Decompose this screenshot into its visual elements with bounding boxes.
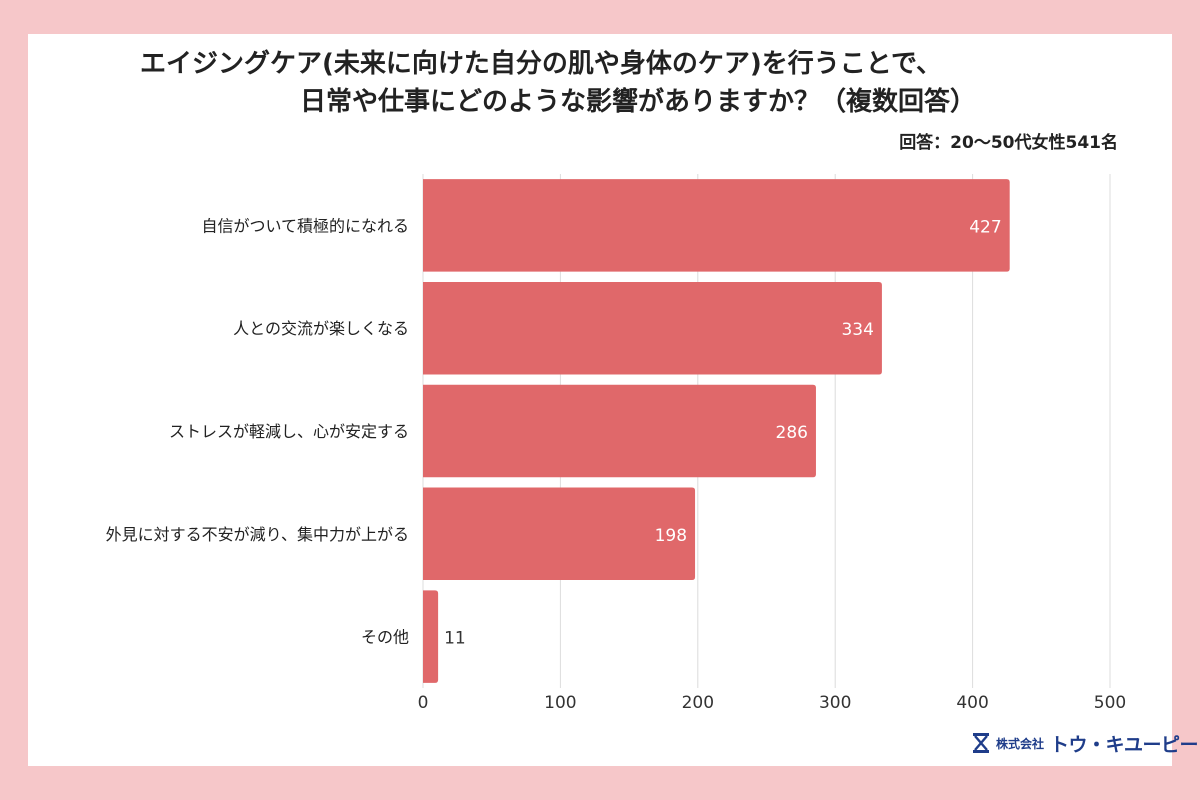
bar-value-label: 334 <box>841 320 873 340</box>
bar <box>423 179 1010 272</box>
logo-mark-icon <box>973 733 989 753</box>
category-label: 外見に対する不安が減り、集中力が上がる <box>106 525 409 544</box>
bar <box>423 384 816 478</box>
category-label: 自信がついて積極的になれる <box>201 216 409 235</box>
bar-value-label: 286 <box>776 423 808 443</box>
x-tick-label: 500 <box>1094 693 1126 713</box>
logo-name: トウ・キユーピー <box>1050 733 1199 756</box>
chart-title-line-2: 日常や仕事にどのような影響がありますか？（複数回答） <box>300 87 977 117</box>
category-label: ストレスが軽減し、心が安定する <box>169 422 409 441</box>
bar-value-label: 11 <box>444 629 466 649</box>
company-logo: 株式会社 トウ・キユーピー <box>972 728 1199 758</box>
chart-title-line-1: エイジングケア(未来に向けた自分の肌や身体のケア)を行うことで、 <box>140 49 942 79</box>
bar-value-label: 198 <box>655 526 687 546</box>
logo-prefix: 株式会社 <box>996 736 1045 751</box>
x-tick-label: 300 <box>819 693 851 713</box>
category-label: 人との交流が楽しくなる <box>233 319 409 338</box>
x-tick-label: 200 <box>682 693 714 713</box>
x-tick-label: 100 <box>544 693 576 713</box>
bar <box>423 487 696 581</box>
x-tick-label: 400 <box>956 693 988 713</box>
chart-subtitle: 回答：20〜50代女性541名 <box>899 133 1118 153</box>
bar <box>423 281 882 375</box>
category-label: その他 <box>361 628 409 647</box>
bar-value-label: 427 <box>969 217 1001 237</box>
x-tick-label: 0 <box>418 693 429 713</box>
bar <box>423 590 439 683</box>
